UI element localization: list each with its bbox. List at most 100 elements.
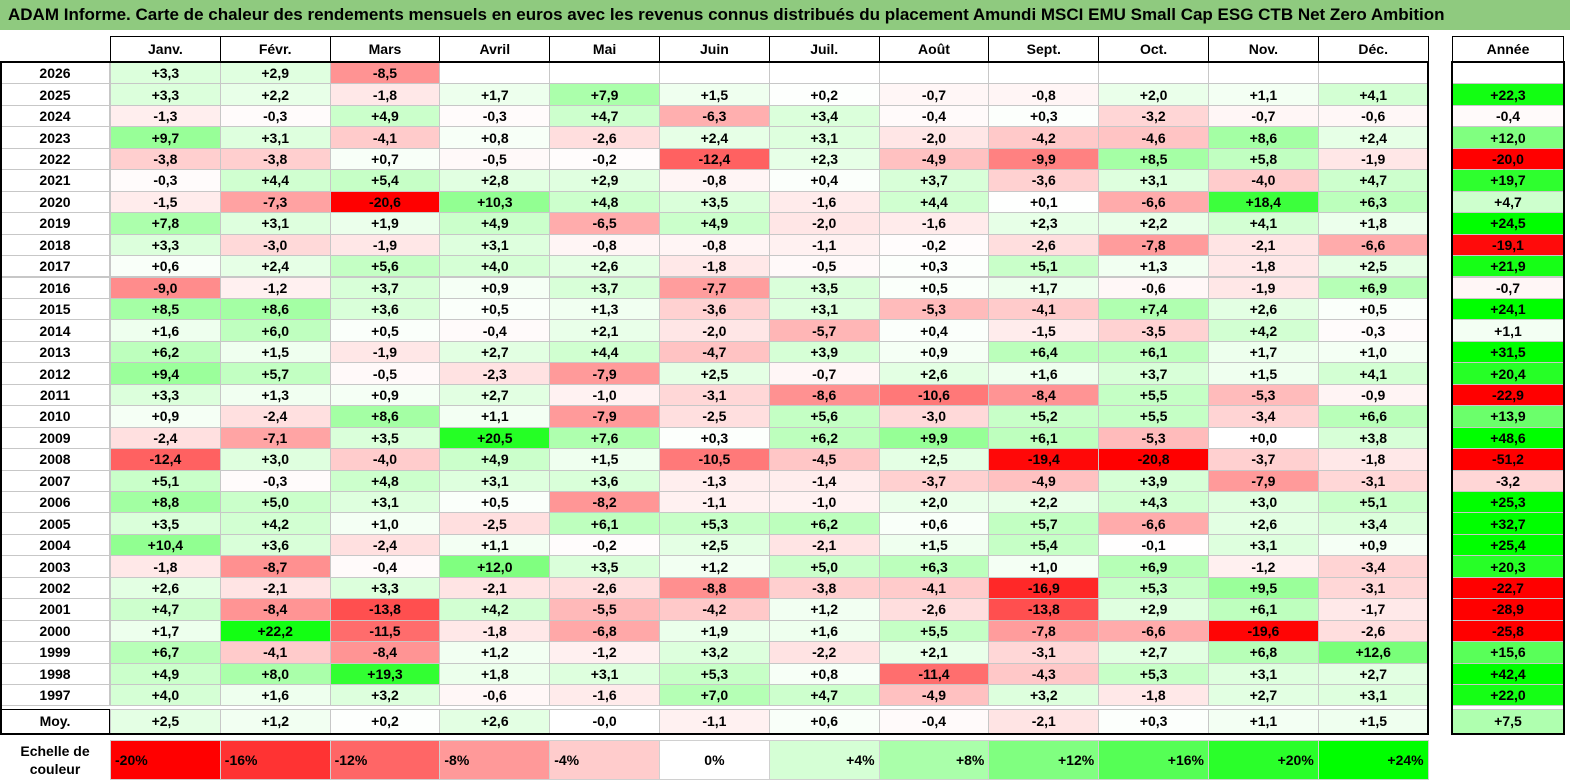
- average-annual-cell: +7,5: [1452, 708, 1564, 734]
- year-label: 2019: [0, 212, 110, 235]
- average-cell: +1,5: [1317, 708, 1429, 734]
- heatmap-cell: +4,7: [549, 104, 660, 128]
- heatmap-cell: +0,9: [878, 340, 990, 364]
- heatmap-cell: +1,3: [219, 383, 331, 407]
- heatmap-cell: -4,6: [1098, 126, 1209, 149]
- year-label: 2014: [0, 319, 110, 342]
- heatmap-cell: -4,1: [988, 297, 1100, 321]
- heatmap-cell: +2,3: [988, 212, 1100, 235]
- heatmap-cell: +2,8: [439, 169, 551, 192]
- annual-cell: +13,9: [1452, 405, 1564, 428]
- year-label: 2018: [0, 233, 110, 257]
- year-label: 2017: [0, 255, 110, 278]
- heatmap-cell: +2,5: [1317, 255, 1429, 278]
- heatmap-cell: -3,6: [659, 297, 770, 321]
- average-cell: +2,6: [439, 708, 551, 734]
- heatmap-cell: -3,1: [1317, 576, 1429, 600]
- heatmap-cell: [1317, 62, 1429, 85]
- heatmap-cell: -7,9: [1208, 469, 1319, 492]
- annual-cell: -20,0: [1452, 147, 1564, 171]
- annual-cell: +25,4: [1452, 533, 1564, 557]
- heatmap-cell: +3,5: [659, 190, 770, 214]
- heatmap-cell: +1,7: [439, 83, 551, 106]
- heatmap-cell: +2,4: [1317, 126, 1429, 149]
- heatmap-cell: +4,1: [1208, 212, 1319, 235]
- heatmap-cell: +3,5: [549, 555, 660, 578]
- heatmap-cell: +0,3: [878, 255, 990, 278]
- heatmap-cell: +4,0: [110, 684, 221, 707]
- heatmap-cell: +5,6: [329, 255, 441, 278]
- year-label: 2006: [0, 491, 110, 514]
- heatmap-cell: -3,7: [878, 469, 990, 492]
- heatmap-cell: +6,1: [549, 512, 660, 535]
- heatmap-cell: +5,0: [768, 555, 880, 578]
- heatmap-cell: -1,1: [768, 233, 880, 257]
- heatmap-cell: +2,1: [549, 319, 660, 342]
- annual-cell: +42,4: [1452, 662, 1564, 686]
- heatmap-cell: +3,7: [549, 276, 660, 299]
- year-label: 2025: [0, 83, 110, 106]
- heatmap-cell: -7,9: [549, 362, 660, 385]
- heatmap-cell: -4,7: [659, 340, 770, 364]
- heatmap-cell: +1,8: [439, 662, 551, 686]
- heatmap-cell: +10,4: [110, 533, 221, 557]
- heatmap-cell: -19,4: [988, 448, 1100, 471]
- heatmap-cell: +6,9: [1317, 276, 1429, 299]
- heatmap-cell: +5,1: [110, 469, 221, 492]
- year-label: 2015: [0, 297, 110, 321]
- heatmap-cell: +2,7: [1098, 641, 1209, 664]
- heatmap-cell: +4,9: [439, 212, 551, 235]
- heatmap-cell: +1,0: [329, 512, 441, 535]
- heatmap-cell: +3,5: [329, 426, 441, 450]
- year-label: 1999: [0, 641, 110, 664]
- heatmap-cell: +3,7: [329, 276, 441, 299]
- heatmap-cell: +3,5: [110, 512, 221, 535]
- heatmap-cell: -19,6: [1208, 619, 1319, 643]
- average-cell: -1,1: [659, 708, 770, 734]
- heatmap-cell: -1,5: [988, 319, 1100, 342]
- heatmap-cell: +3,1: [1317, 684, 1429, 707]
- heatmap-cell: +3,7: [878, 169, 990, 192]
- year-label: 2009: [0, 426, 110, 450]
- year-label: 2007: [0, 469, 110, 492]
- heatmap-cell: +2,9: [219, 62, 331, 85]
- heatmap-cell: -1,8: [110, 555, 221, 578]
- annual-cell: +1,1: [1452, 319, 1564, 342]
- heatmap-cell: -0,3: [439, 104, 551, 128]
- heatmap-cell: +3,2: [988, 684, 1100, 707]
- heatmap-cell: -2,2: [768, 641, 880, 664]
- heatmap-cell: -1,2: [219, 276, 331, 299]
- heatmap-cell: +10,3: [439, 190, 551, 214]
- heatmap-cell: -5,3: [878, 297, 990, 321]
- heatmap-cell: -0,2: [549, 533, 660, 557]
- heatmap-cell: -2,4: [219, 405, 331, 428]
- heatmap-cell: [988, 62, 1100, 85]
- heatmap-cell: +1,1: [439, 533, 551, 557]
- heatmap-cell: +3,4: [1317, 512, 1429, 535]
- heatmap-cell: +6,1: [988, 426, 1100, 450]
- heatmap-cell: +1,7: [1208, 340, 1319, 364]
- annual-cell: +25,3: [1452, 491, 1564, 514]
- heatmap-cell: -1,3: [659, 469, 770, 492]
- heatmap-cell: -1,8: [1208, 255, 1319, 278]
- heatmap-cell: -5,3: [1208, 383, 1319, 407]
- heatmap-cell: -4,1: [219, 641, 331, 664]
- scale-swatch: -12%: [329, 740, 441, 780]
- heatmap-cell: -3,6: [988, 169, 1100, 192]
- heatmap-cell: -1,0: [549, 383, 660, 407]
- heatmap-cell: +2,0: [878, 491, 990, 514]
- year-label: 2002: [0, 576, 110, 600]
- heatmap-cell: +3,3: [110, 383, 221, 407]
- heatmap-cell: +3,3: [110, 62, 221, 85]
- heatmap-cell: -5,5: [549, 598, 660, 621]
- heatmap-cell: +2,6: [1208, 512, 1319, 535]
- heatmap-cell: -8,4: [988, 383, 1100, 407]
- heatmap-cell: +1,5: [549, 448, 660, 471]
- heatmap-cell: -7,8: [988, 619, 1100, 643]
- year-label: 2023: [0, 126, 110, 149]
- heatmap-cell: [768, 62, 880, 85]
- heatmap-cell: -0,3: [219, 104, 331, 128]
- heatmap-cell: +6,2: [110, 340, 221, 364]
- heatmap-cell: +22,2: [219, 619, 331, 643]
- heatmap-cell: +1,3: [1098, 255, 1209, 278]
